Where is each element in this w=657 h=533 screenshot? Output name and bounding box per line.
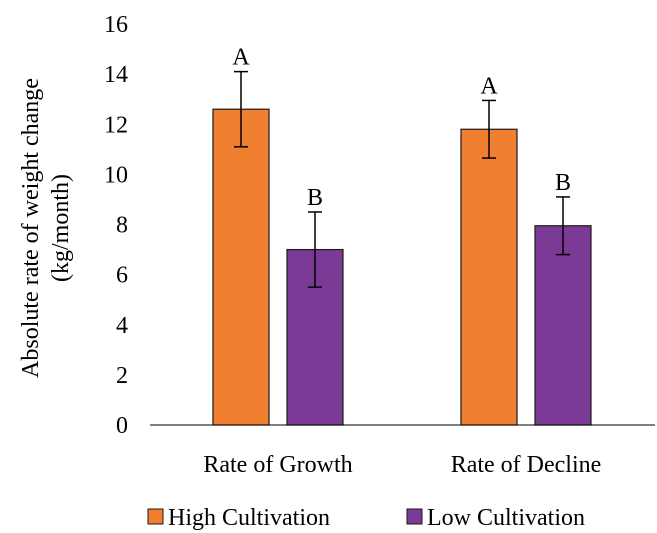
- bars-layer: [212, 108, 592, 426]
- legend-label-high: High Cultivation: [168, 505, 330, 531]
- significance-labels: A B A B: [232, 45, 571, 211]
- y-tick-label: 8: [116, 213, 128, 239]
- legend: High Cultivation Low Cultivation: [147, 505, 585, 531]
- legend-label-low: Low Cultivation: [427, 505, 585, 531]
- x-tick-label: Rate of Decline: [451, 452, 602, 478]
- x-axis-ticks: Rate of Growth Rate of Decline: [203, 452, 601, 478]
- x-tick-label: Rate of Growth: [203, 452, 352, 478]
- y-axis-title-line2: (kg/month): [48, 174, 74, 282]
- error-bars-layer: [234, 70, 570, 288]
- bar-high-0: [212, 108, 270, 426]
- y-axis-title-line1: Absolute rate of weight change: [18, 78, 44, 378]
- bar-high-1: [460, 128, 518, 426]
- significance-label: B: [555, 170, 571, 196]
- y-axis-title: Absolute rate of weight change (kg/month…: [18, 78, 74, 378]
- bar-low-1: [534, 225, 592, 426]
- y-tick-label: 2: [116, 363, 128, 389]
- y-tick-label: 12: [104, 112, 128, 138]
- significance-label: A: [480, 73, 498, 99]
- y-tick-label: 10: [104, 162, 128, 188]
- y-tick-label: 14: [104, 62, 128, 88]
- y-tick-label: 0: [116, 413, 128, 439]
- legend-swatch-high: [147, 508, 164, 525]
- y-tick-label: 16: [104, 12, 128, 38]
- y-tick-label: 4: [116, 313, 128, 339]
- y-axis-ticks: 0 2 4 6 8 10 12 14 16: [104, 12, 128, 439]
- legend-swatch-low: [406, 508, 423, 525]
- y-tick-label: 6: [116, 263, 128, 289]
- significance-label: A: [232, 45, 250, 71]
- significance-label: B: [307, 185, 323, 211]
